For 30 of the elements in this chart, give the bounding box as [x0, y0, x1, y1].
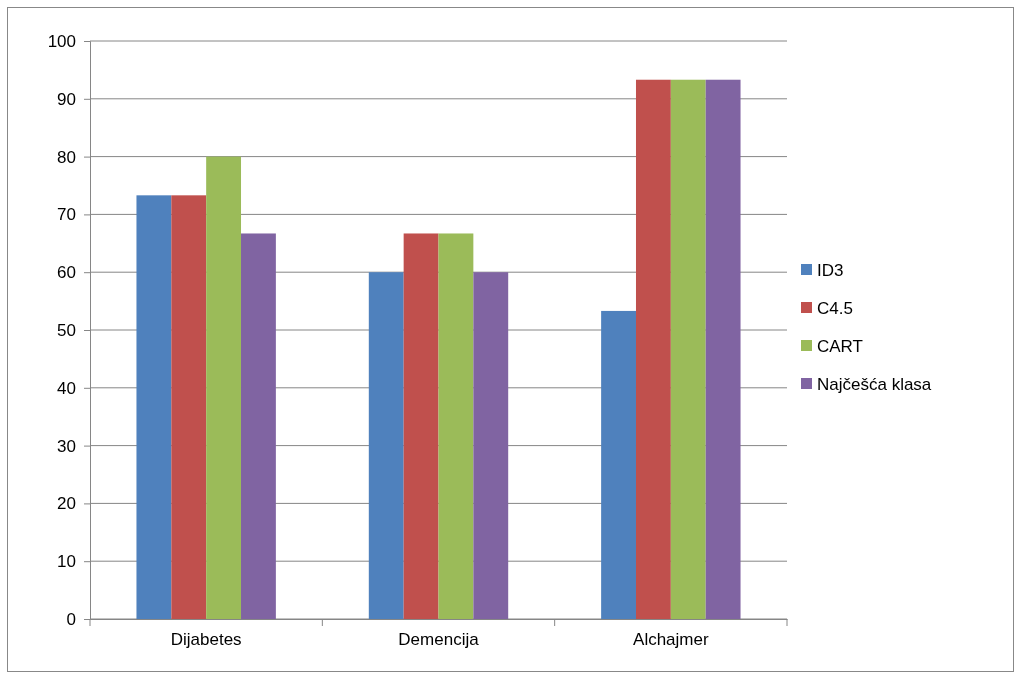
bar: [635, 79, 671, 619]
y-tick-label: 60: [57, 263, 76, 283]
bar: [206, 156, 242, 619]
bar: [171, 195, 207, 619]
y-tick-label: 20: [57, 494, 76, 514]
y-tick-label: 100: [47, 31, 76, 51]
y-tick-label: 40: [57, 378, 76, 398]
bar: [438, 233, 474, 619]
bar: [403, 233, 439, 619]
bar: [473, 272, 509, 619]
y-tick-label: 30: [57, 436, 76, 456]
x-tick-label: Dijabetes: [170, 630, 242, 650]
y-tick-label: 50: [57, 320, 76, 340]
bar: [368, 272, 404, 619]
y-tick-label: 90: [57, 89, 76, 109]
legend-label: CART: [817, 336, 863, 356]
x-tick-label: Alchajmer: [633, 630, 709, 650]
bar: [136, 195, 172, 619]
legend-label: Najčešća klasa: [817, 374, 932, 394]
legend-label: C4.5: [817, 298, 853, 318]
y-tick-label: 70: [57, 205, 76, 225]
bar: [705, 79, 741, 619]
bar: [241, 233, 276, 619]
y-tick-label: 10: [57, 552, 76, 572]
legend-label: ID3: [817, 260, 844, 280]
y-tick-label: 0: [66, 609, 76, 629]
x-tick-label: Demencija: [398, 630, 480, 650]
y-tick-label: 80: [57, 147, 76, 167]
bar: [601, 310, 636, 619]
bar: [670, 79, 706, 619]
